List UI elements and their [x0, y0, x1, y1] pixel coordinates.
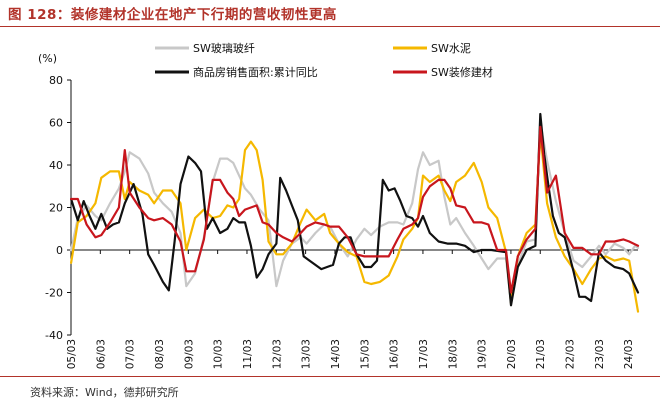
legend-label-2: SW水泥 [431, 42, 471, 55]
x-tick-label: 12/03 [271, 339, 283, 369]
x-tick-label: 16/03 [389, 339, 401, 369]
footer-divider [0, 376, 660, 377]
title-divider [0, 26, 660, 27]
x-tick-label: 23/03 [594, 339, 606, 369]
y-tick-label: -20 [45, 287, 63, 300]
y-tick-label: -40 [45, 329, 63, 342]
y-tick-label: 80 [49, 74, 63, 87]
legend-label-1: SW玻璃玻纤 [193, 41, 255, 55]
source-note: 资料来源：Wind，德邦研究所 [30, 386, 179, 399]
x-tick-label: 24/03 [623, 339, 635, 369]
y-tick-label: 60 [49, 117, 63, 130]
legend-label-3: 商品房销售面积:累计同比 [193, 65, 318, 79]
x-tick-label: 15/03 [359, 339, 371, 369]
y-tick-label: 40 [49, 159, 63, 172]
x-tick-label: 20/03 [506, 339, 518, 369]
page-title: 图 128：装修建材企业在地产下行期的营收韧性更高 [8, 7, 337, 23]
x-tick-label: 05/03 [66, 339, 78, 369]
series-line-2 [69, 132, 640, 313]
series-line-3 [69, 112, 640, 307]
x-tick-label: 09/03 [183, 339, 195, 369]
x-tick-label: 19/03 [477, 339, 489, 369]
x-tick-label: 14/03 [330, 339, 342, 369]
y-axis-label: (%) [38, 52, 57, 65]
x-tick-label: 18/03 [447, 339, 459, 369]
series-line-4 [69, 125, 640, 294]
y-tick-label: 20 [49, 202, 63, 215]
y-tick-label: 0 [56, 244, 63, 257]
x-tick-label: 22/03 [565, 339, 577, 369]
x-tick-label: 17/03 [418, 339, 430, 369]
x-tick-label: 10/03 [213, 339, 225, 369]
x-tick-label: 13/03 [301, 339, 313, 369]
x-tick-label: 06/03 [95, 339, 107, 369]
x-tick-label: 07/03 [125, 339, 137, 369]
x-tick-label: 21/03 [535, 339, 547, 369]
legend-label-4: SW装修建材 [431, 65, 493, 79]
x-tick-label: 11/03 [242, 339, 254, 369]
x-tick-label: 08/03 [154, 339, 166, 369]
